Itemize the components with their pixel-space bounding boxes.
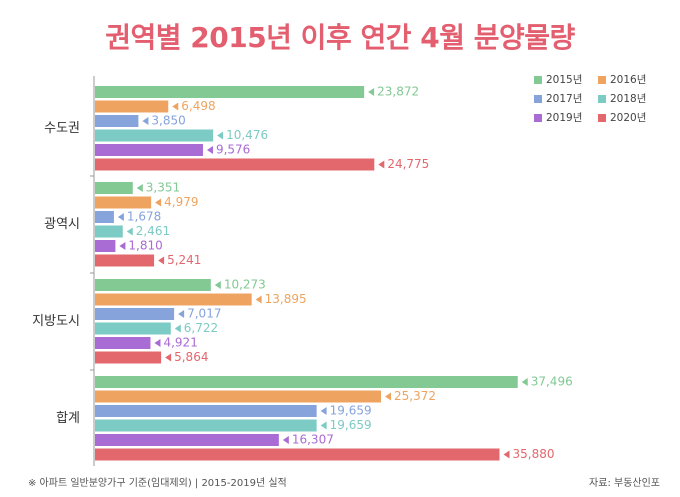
bar xyxy=(95,144,203,156)
bar xyxy=(95,322,171,335)
value-pointer xyxy=(158,256,165,265)
legend-swatch xyxy=(598,114,606,122)
value-pointer xyxy=(126,227,133,236)
data-label: 1,810 xyxy=(128,239,162,253)
value-pointer xyxy=(521,378,528,386)
value-pointer xyxy=(178,310,185,318)
bar xyxy=(95,196,152,209)
data-label: 9,576 xyxy=(216,143,250,157)
legend-label: 2018년 xyxy=(610,93,646,105)
value-pointer xyxy=(119,242,126,250)
value-pointer xyxy=(174,324,181,333)
category-label: 지방도시 xyxy=(32,314,80,329)
value-pointer xyxy=(136,184,143,192)
value-pointer xyxy=(206,146,213,154)
value-pointer xyxy=(172,102,179,111)
bar xyxy=(95,182,133,194)
legend-swatch xyxy=(598,95,606,103)
bar xyxy=(95,448,500,461)
data-label: 6,498 xyxy=(181,99,215,113)
value-pointer xyxy=(142,117,149,125)
bar xyxy=(95,240,116,252)
footnote: ※ 아파트 일반분양가구 기준(임대제외) | 2015-2019년 실적 xyxy=(28,478,287,489)
bar xyxy=(95,158,375,171)
value-pointer xyxy=(282,436,289,444)
data-label: 3,351 xyxy=(146,181,180,195)
category-label: 광역시 xyxy=(44,217,80,232)
data-label: 6,722 xyxy=(184,321,218,335)
legend-label: 2017년 xyxy=(546,93,582,105)
value-pointer xyxy=(368,88,375,96)
bar xyxy=(95,405,317,417)
bar xyxy=(95,351,162,364)
data-label: 5,864 xyxy=(174,350,208,364)
value-pointer xyxy=(503,450,510,459)
data-label: 25,372 xyxy=(394,389,436,403)
data-label: 4,979 xyxy=(164,195,198,209)
bar xyxy=(95,100,169,113)
bar xyxy=(95,337,151,349)
data-label: 19,659 xyxy=(330,418,372,432)
data-label: 37,496 xyxy=(531,375,573,389)
legend-label: 2015년 xyxy=(546,74,582,86)
bar xyxy=(95,390,382,403)
bar xyxy=(95,419,317,432)
data-label: 24,775 xyxy=(387,157,429,171)
data-label: 3,850 xyxy=(151,114,185,128)
legend-swatch xyxy=(534,95,542,103)
data-label: 5,241 xyxy=(167,253,201,267)
data-label: 35,880 xyxy=(513,447,555,461)
value-pointer xyxy=(154,339,161,347)
legend-label: 2020년 xyxy=(610,112,646,124)
bar xyxy=(95,254,155,267)
bar xyxy=(95,434,279,446)
data-label: 1,678 xyxy=(127,210,161,224)
value-pointer xyxy=(385,392,392,401)
data-label: 2,461 xyxy=(136,224,170,238)
bar xyxy=(95,308,175,320)
legend-swatch xyxy=(534,114,542,122)
data-label: 4,921 xyxy=(163,336,197,350)
legend-label: 2019년 xyxy=(546,112,582,124)
value-pointer xyxy=(320,421,327,430)
chart-title: 권역별 2015년 이후 연간 4월 분양물량 xyxy=(105,21,575,54)
data-label: 16,307 xyxy=(292,433,334,447)
data-label: 13,895 xyxy=(265,292,307,306)
bar xyxy=(95,279,211,291)
data-label: 7,017 xyxy=(187,307,221,321)
value-pointer xyxy=(117,213,124,221)
value-pointer xyxy=(378,160,385,169)
value-pointer xyxy=(255,295,262,304)
bar xyxy=(95,376,518,388)
legend-swatch xyxy=(598,76,606,84)
data-label: 19,659 xyxy=(330,404,372,418)
data-label: 10,273 xyxy=(224,278,266,292)
value-pointer xyxy=(320,407,327,415)
category-label: 수도권 xyxy=(44,121,80,136)
bar xyxy=(95,129,214,142)
value-pointer xyxy=(155,198,162,207)
bar xyxy=(95,225,123,238)
value-pointer xyxy=(214,281,221,289)
category-label: 합계 xyxy=(56,411,80,426)
bar xyxy=(95,115,139,127)
bar xyxy=(95,86,365,98)
data-label: 10,476 xyxy=(226,128,268,142)
legend-label: 2016년 xyxy=(610,74,646,86)
value-pointer xyxy=(165,353,172,362)
legend-swatch xyxy=(534,76,542,84)
bar xyxy=(95,293,252,306)
source-note: 자료: 부동산인포 xyxy=(589,478,660,489)
value-pointer xyxy=(217,131,224,140)
data-label: 23,872 xyxy=(377,85,419,99)
bar xyxy=(95,211,114,223)
